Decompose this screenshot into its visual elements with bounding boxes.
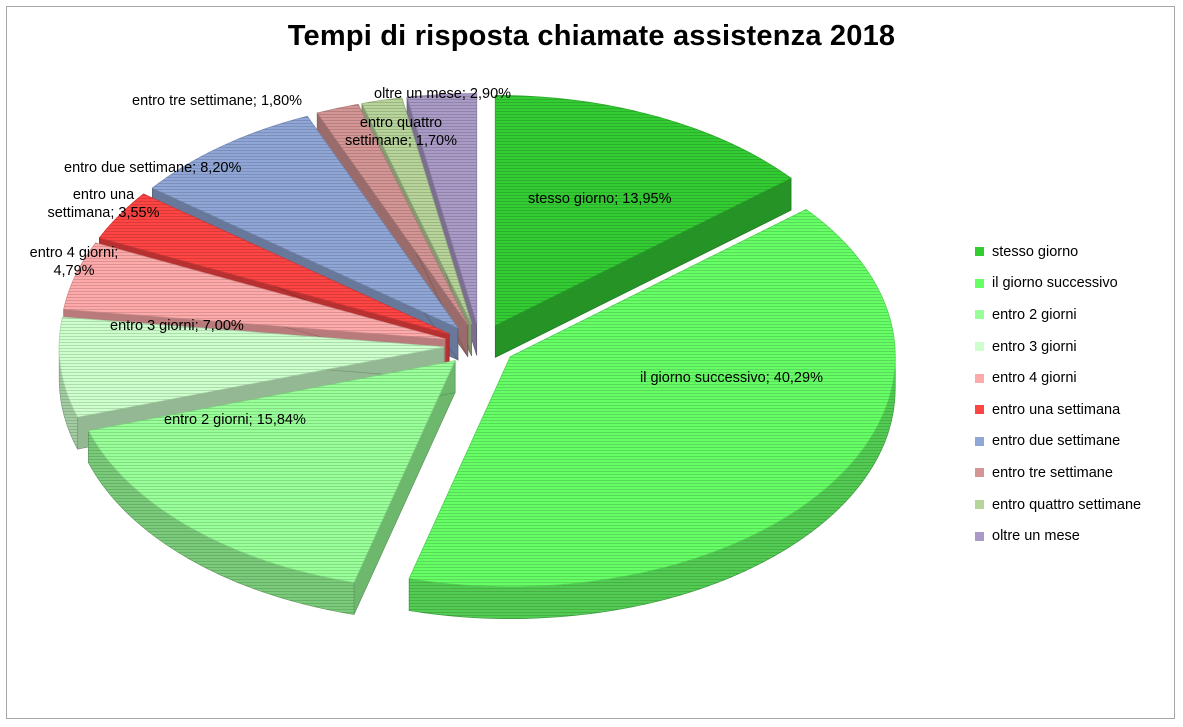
legend-item: il giorno successivo xyxy=(975,268,1141,300)
data-label-line: entro 4 giorni; xyxy=(29,245,119,261)
legend-swatch xyxy=(975,278,984,288)
data-label-entro-due-settimane: entro due settimane; 8,20% xyxy=(64,160,242,176)
legend-swatch xyxy=(975,531,984,541)
data-label-line: entro quattro xyxy=(359,115,443,131)
legend-label: entro 2 giorni xyxy=(992,306,1077,323)
data-label-entro-2-giorni: entro 2 giorni; 15,84% xyxy=(164,412,306,428)
legend-label: stesso giorno xyxy=(992,243,1079,260)
data-label-entro-tre-settimane: entro tre settimane; 1,80% xyxy=(132,93,303,109)
legend-swatch xyxy=(975,436,984,446)
pie-slice xyxy=(87,360,456,615)
chart-title: Tempi di risposta chiamate assistenza 20… xyxy=(287,20,896,52)
pie-slice xyxy=(408,208,896,619)
data-label-line: 4,79% xyxy=(53,263,95,280)
legend-swatch xyxy=(975,373,984,383)
legend-item: entro tre settimane xyxy=(975,457,1141,489)
legend-item: entro 4 giorni xyxy=(975,362,1141,394)
legend-label: il giorno successivo xyxy=(992,275,1118,292)
legend-label: entro due settimane xyxy=(992,433,1121,450)
legend-swatch xyxy=(975,342,984,352)
pie-slice xyxy=(494,95,792,358)
legend-item: oltre un mese xyxy=(975,520,1141,552)
data-label-entro-una-settimana: entro una settimana; 3,55% xyxy=(36,186,171,222)
legend-swatch xyxy=(975,405,984,415)
data-label-entro-quattro-settimane: entro quattro settimane; 1,70% xyxy=(331,114,471,150)
legend-swatch xyxy=(975,310,984,320)
legend-label: entro 3 giorni xyxy=(992,338,1077,355)
legend-swatch xyxy=(975,468,984,478)
legend-item: entro quattro settimane xyxy=(975,489,1141,521)
legend-label: entro tre settimane xyxy=(992,464,1113,481)
data-label-oltre-un-mese: oltre un mese; 2,90% xyxy=(374,86,512,102)
legend-label: entro quattro settimane xyxy=(992,496,1142,513)
legend-swatch xyxy=(975,247,984,257)
legend-item: entro 2 giorni xyxy=(975,299,1141,331)
legend-swatch xyxy=(975,500,984,510)
data-label-stesso-giorno: stesso giorno; 13,95% xyxy=(528,191,672,207)
pie-slice xyxy=(406,93,478,356)
legend-item: entro due settimane xyxy=(975,426,1141,458)
legend-label: oltre un mese xyxy=(992,528,1080,545)
legend-label: entro 4 giorni xyxy=(992,370,1077,387)
legend-item: stesso giorno xyxy=(975,236,1141,268)
data-label-line: settimana; 3,55% xyxy=(47,205,160,222)
legend-label: entro una settimana xyxy=(992,401,1121,418)
data-label-line: settimane; 1,70% xyxy=(344,133,458,150)
data-label-entro-4-giorni: entro 4 giorni; 4,79% xyxy=(19,244,129,280)
data-label-line: entro una xyxy=(72,187,135,203)
legend-item: entro 3 giorni xyxy=(975,331,1141,363)
chart-legend: stesso giorno il giorno successivo entro 2… xyxy=(975,236,1141,552)
legend-item: entro una settimana xyxy=(975,394,1141,426)
data-label-il-giorno-successivo: il giorno successivo; 40,29% xyxy=(640,370,823,386)
data-label-entro-3-giorni: entro 3 giorni; 7,00% xyxy=(110,318,244,334)
